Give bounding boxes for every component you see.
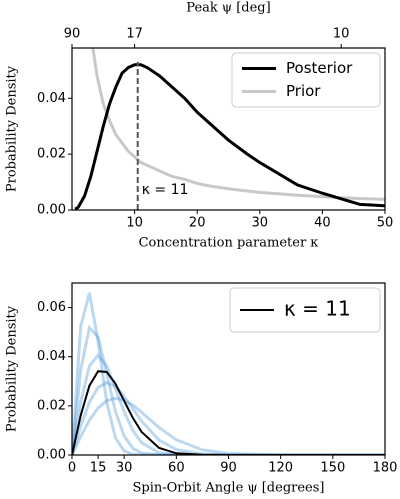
x-axis-label: Concentration parameter κ <box>139 236 319 251</box>
y-tick-label: 0.00 <box>37 203 66 218</box>
x2-tick-label: 17 <box>126 27 143 42</box>
y-axis-label: Probability Density <box>5 305 20 432</box>
x-tick-label: 120 <box>268 461 293 476</box>
y-tick-label: 0.02 <box>37 398 66 413</box>
plot-area <box>74 48 385 210</box>
y-axis-label: Probability Density <box>5 65 20 192</box>
x-tick-label: 30 <box>116 461 133 476</box>
x2-tick-label: 90 <box>64 27 81 42</box>
legend-label: Prior <box>286 82 321 100</box>
legend-box <box>229 287 381 333</box>
x-tick-label: 180 <box>373 461 398 476</box>
x-axis-label: Spin-Orbit Angle ψ [degrees] <box>132 481 324 496</box>
x-tick-label: 90 <box>220 461 237 476</box>
x-tick-label: 60 <box>168 461 185 476</box>
x-tick-label: 150 <box>320 461 345 476</box>
x-tick-label: 0 <box>68 461 76 476</box>
x2-tick-label: 10 <box>333 27 350 42</box>
x-tick-label: 50 <box>377 216 394 231</box>
sample-curve <box>72 324 385 455</box>
sample-curve <box>72 352 385 455</box>
y-tick-label: 0.04 <box>37 91 66 106</box>
x-tick-label: 15 <box>90 461 107 476</box>
x-tick-label: 30 <box>252 216 269 231</box>
y-tick-label: 0.00 <box>37 448 66 463</box>
x-tick-label: 40 <box>314 216 331 231</box>
sample-curve <box>72 396 385 455</box>
x-tick-label: 10 <box>126 216 143 231</box>
x-tick-label: 20 <box>189 216 206 231</box>
annotation-label: κ = 11 <box>142 182 189 198</box>
y-tick-label: 0.02 <box>37 147 66 162</box>
legend-box <box>231 52 381 108</box>
legend-label: κ = 11 <box>284 297 351 321</box>
sample-curve <box>72 292 385 455</box>
series-line <box>74 63 385 210</box>
series-line <box>91 48 385 201</box>
axes-frame <box>71 47 386 211</box>
y-tick-label: 0.04 <box>37 349 66 364</box>
legend-label: Posterior <box>286 59 353 77</box>
y-tick-label: 0.06 <box>37 300 66 315</box>
x2-axis-label: Peak ψ [deg] <box>186 1 270 16</box>
